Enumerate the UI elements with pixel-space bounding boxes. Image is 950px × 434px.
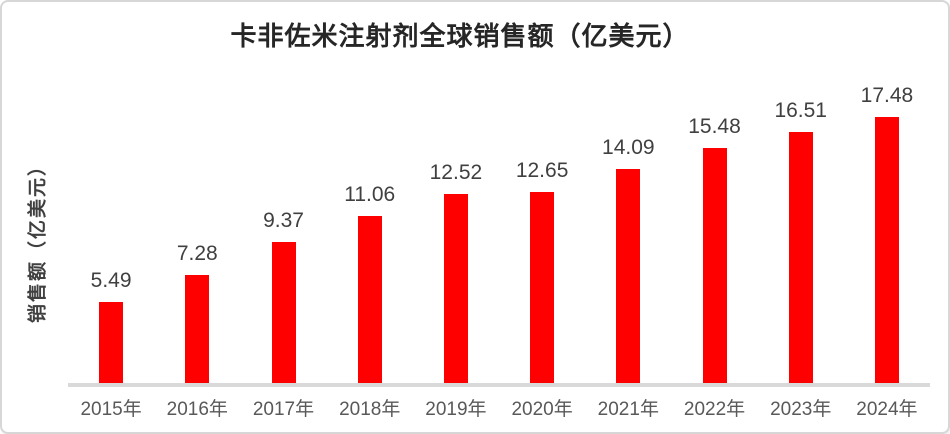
bar-value-label: 9.37 [263,209,304,233]
bar-slot: 14.09 [585,78,671,387]
x-tick-label: 2017年 [252,399,315,420]
bar-slot: 16.51 [758,78,844,387]
x-tick-label: 2020年 [511,399,573,420]
plot-area: 5.49 7.28 9.37 11.06 12.52 12.65 14.09 15.48 16.… [68,78,930,387]
bar [530,191,555,387]
bar-value-label: 14.09 [602,136,655,160]
bar-value-label: 11.06 [344,183,396,207]
bar [874,116,899,387]
bar-slot: 17.48 [844,78,930,387]
bar [185,274,210,387]
x-axis-line [68,383,930,387]
bar [616,169,641,387]
bar-value-label: 5.49 [90,269,132,293]
bar-value-label: 12.52 [429,160,483,184]
bar [271,242,296,387]
x-tick-label: 2016年 [166,399,228,420]
bar [702,147,727,387]
x-tick-label: 2021年 [597,399,659,420]
bar-slot: 5.49 [68,78,154,387]
bar [99,302,124,387]
x-tick-label: 2022年 [683,399,746,420]
x-tick-label: 2019年 [425,399,487,420]
y-axis-title: 销售额（亿美元） [27,154,49,324]
bar-slot: 11.06 [327,78,413,387]
bar-slot: 15.48 [671,78,757,387]
x-tick-label: 2024年 [856,399,918,420]
bar-value-label: 12.65 [515,158,569,182]
bar-slot: 9.37 [240,78,326,387]
bar-value-label: 16.51 [774,98,827,122]
bar-slot: 12.52 [413,78,499,387]
x-tick-label: 2023年 [770,399,832,420]
bar-value-label: 7.28 [176,241,218,265]
x-tick-label: 2018年 [339,399,401,420]
bar-value-label: 15.48 [688,114,741,138]
bar-slot: 12.65 [499,78,585,387]
bar [788,131,813,387]
chart-title: 卡非佐米注射剂全球销售额（亿美元） [230,22,690,51]
bar [443,193,468,387]
bar [357,216,382,387]
bar-value-label: 17.48 [860,83,914,107]
bar-slot: 7.28 [154,78,240,387]
x-tick-label: 2015年 [80,399,142,420]
x-axis-labels: 2015年 2016年 2017年 2018年 2019年 2020年 2021年 2022年… [68,394,930,421]
